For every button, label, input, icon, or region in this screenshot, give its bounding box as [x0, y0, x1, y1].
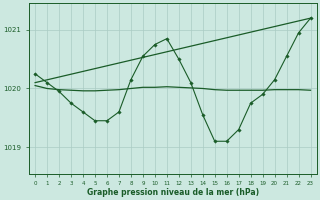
X-axis label: Graphe pression niveau de la mer (hPa): Graphe pression niveau de la mer (hPa): [87, 188, 259, 197]
